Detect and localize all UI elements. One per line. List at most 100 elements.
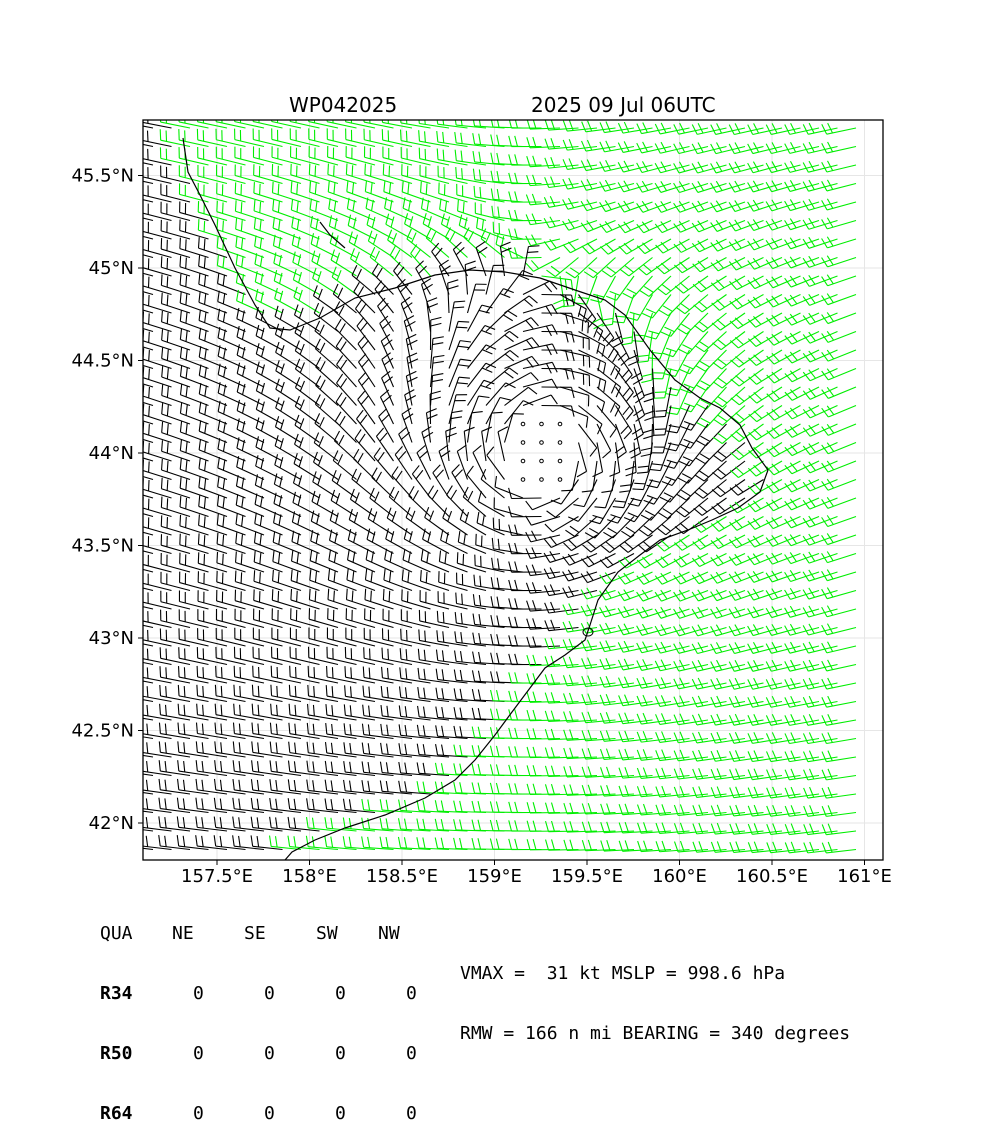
wind-barb [180, 329, 208, 350]
wind-barb [454, 669, 486, 683]
y-tick-label: 45°N [89, 258, 134, 279]
wind-barb [123, 704, 153, 720]
wind-barb [234, 111, 264, 128]
wind-barb [785, 313, 819, 325]
wind-barb [215, 760, 246, 775]
wind-barb [523, 395, 557, 406]
wind-barb [196, 760, 227, 775]
wind-barb [329, 549, 357, 572]
wind-barb [581, 571, 615, 582]
wind-barb [491, 671, 523, 683]
wind-barb [526, 194, 560, 205]
wind-barb [490, 727, 523, 738]
wind-barb [785, 443, 819, 456]
wind-barb [491, 171, 523, 184]
wind-barb [122, 741, 153, 757]
wind-barb [255, 513, 283, 535]
wind-barb [251, 779, 282, 794]
wind-barb [473, 133, 505, 146]
wind-barb [159, 798, 190, 813]
wind-barb [711, 805, 745, 816]
wind-barb [822, 199, 856, 210]
wind-barb [785, 824, 819, 835]
wind-barb [711, 787, 745, 798]
y-axis-ticks: 42°N42.5°N43°N43.5°N44°N44.5°N45°N45.5°N [71, 166, 143, 835]
wind-barb [332, 267, 356, 295]
wind-barb [822, 461, 856, 472]
wind-barb [379, 409, 394, 443]
wind-barb [435, 800, 467, 812]
wind-barb [256, 343, 282, 368]
wind-barb [526, 214, 560, 225]
wind-barb [180, 440, 208, 461]
wind-barb [356, 410, 375, 442]
wind-barb [236, 254, 264, 276]
wind-barb [358, 354, 375, 387]
wind-barb [437, 149, 467, 165]
wind-barb [123, 648, 153, 665]
wind-barb [270, 742, 301, 757]
wind-barb [527, 784, 560, 795]
wind-barb [199, 420, 227, 442]
wind-barb [545, 176, 579, 187]
wind-barb [345, 685, 375, 701]
wind-barb [122, 779, 153, 794]
wind-barb [358, 335, 375, 368]
wind-barb [199, 477, 227, 498]
value-se: 0 [264, 984, 335, 1004]
wind-barb [180, 310, 208, 331]
wind-barb [656, 768, 690, 779]
wind-barb [291, 199, 319, 220]
datetime-title: 2025 09 Jul 06UTC [531, 93, 716, 117]
wind-barb [273, 217, 301, 239]
wind-barb [822, 751, 856, 762]
wind-barb [308, 685, 338, 702]
wind-barb [159, 816, 190, 831]
wind-barb [364, 647, 394, 664]
wind-barb [435, 838, 467, 850]
wind-barb [234, 704, 264, 720]
wind-barb [766, 517, 800, 529]
wind-barb [563, 535, 597, 551]
wind-barb [159, 779, 190, 794]
wind-barb [491, 690, 523, 701]
wind-barb [295, 341, 319, 369]
wind-barb [439, 260, 450, 294]
wind-barb [527, 747, 560, 758]
wind-barb [785, 498, 819, 510]
wind-barb [370, 488, 394, 517]
wind-barb [822, 369, 856, 380]
wind-barb [315, 321, 338, 350]
wind-barb [766, 295, 800, 308]
wind-barb [199, 458, 227, 480]
wind-barb [420, 590, 449, 609]
row-label: R64 [100, 1104, 193, 1124]
wind-barb [417, 800, 449, 813]
wind-barb [362, 724, 393, 739]
wind-barb [563, 657, 597, 668]
wind-barb [234, 666, 264, 683]
wind-barb [491, 116, 523, 128]
wind-barb [337, 374, 357, 406]
wind-barb [315, 339, 338, 369]
wind-barb [233, 798, 264, 813]
wind-barb [292, 550, 320, 572]
wind-barb [327, 666, 357, 683]
wind-barb [509, 820, 542, 831]
wind-barb [711, 768, 745, 779]
wind-barb [218, 438, 246, 461]
calm-circle [540, 422, 544, 426]
wind-barb [433, 465, 449, 498]
wind-barb [122, 835, 153, 849]
wind-barb [472, 670, 504, 683]
wind-barb [490, 801, 523, 812]
wind-barbs [122, 111, 856, 853]
wind-barb [677, 480, 708, 501]
wind-barb [141, 685, 171, 701]
wind-barb [199, 273, 227, 294]
